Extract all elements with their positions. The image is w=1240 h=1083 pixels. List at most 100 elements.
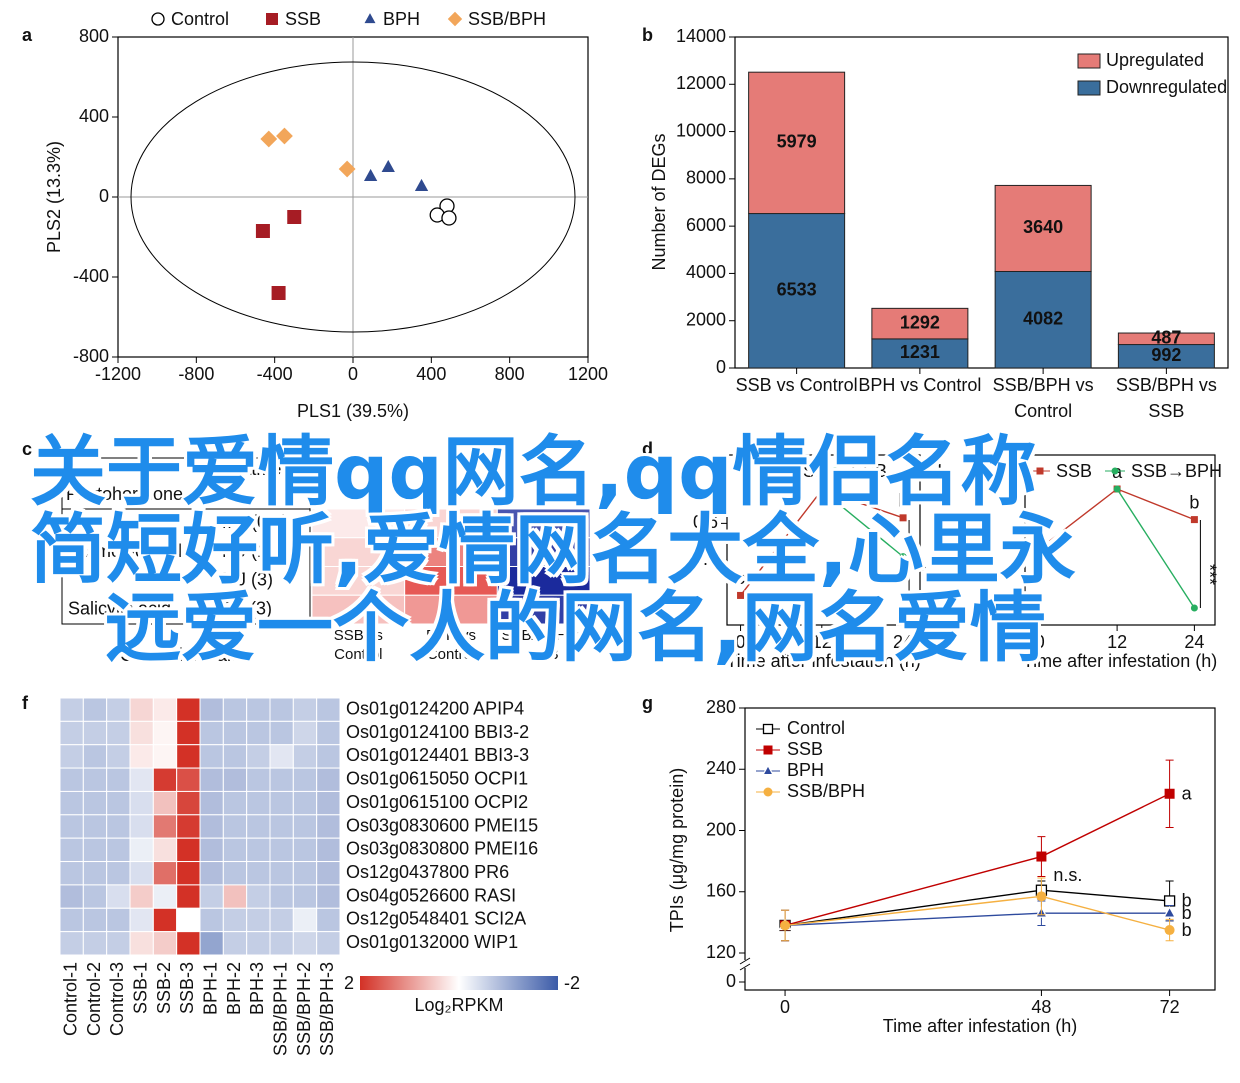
legend-marker — [151, 12, 165, 26]
colorbar — [360, 976, 558, 990]
heat-cell — [316, 861, 341, 886]
y-axis-label: TPIs (μg/mg protein) — [667, 768, 687, 932]
heat-cell — [59, 767, 84, 792]
heat-cell — [222, 837, 248, 863]
y-tick-label: 120 — [706, 942, 736, 962]
heat-cell — [246, 907, 271, 933]
overlay-text: 远爱一个人的网名,网名爱情 — [105, 583, 1046, 672]
point — [271, 286, 286, 300]
x-tick-label: SSB/BPH vs Control — [992, 375, 1094, 421]
row-label: Os12g0548401 SCI2A — [346, 909, 526, 929]
y-tick-label: 6000 — [686, 215, 726, 235]
row-label: Os04g0526600 RASI — [346, 885, 516, 905]
heat-cell — [246, 697, 271, 722]
x-tick-label: 12 — [812, 632, 832, 652]
heat-cell — [106, 861, 131, 886]
axis-break — [739, 957, 751, 965]
legend-label: Control — [787, 718, 845, 738]
value-label: 4082 — [1023, 308, 1063, 328]
heat-cell — [129, 790, 154, 816]
letter-label: b — [1189, 492, 1199, 512]
x-tick-label: -400 — [257, 364, 293, 384]
heat-cell — [222, 814, 248, 839]
legend-marker — [762, 723, 774, 735]
heat-cell — [59, 907, 84, 933]
heat-cell — [59, 814, 84, 839]
heat-cell — [59, 837, 84, 863]
letter-label: b — [1182, 920, 1192, 940]
point — [1164, 788, 1175, 799]
heat-cell — [222, 720, 248, 746]
heat-cell — [129, 814, 154, 839]
heat-cell — [316, 697, 341, 722]
y-tick-label: 0 — [726, 971, 736, 991]
heat-cell — [246, 861, 271, 886]
point — [780, 920, 791, 931]
y-tick-label: 400 — [79, 106, 109, 126]
row-label: MJ (0.5) — [222, 512, 288, 532]
legend-label: BPH — [383, 9, 420, 29]
heat-cell — [222, 931, 248, 956]
row-label: Os03g0830800 PMEI16 — [346, 839, 538, 859]
legend-marker — [266, 13, 278, 25]
heat-cell — [152, 931, 178, 956]
y-tick-label: 14000 — [676, 26, 726, 46]
colorbar-title: Log₂RPKM — [414, 995, 503, 1015]
point — [1036, 891, 1047, 902]
x-tick-label: BPH vs Control — [858, 375, 982, 395]
heat-cell — [316, 931, 341, 956]
heat-cell — [311, 537, 406, 567]
heat-cell — [269, 697, 294, 722]
y-tick-label: 12000 — [676, 73, 726, 93]
point — [255, 224, 270, 238]
x-axis-label: Time after infestation (h) — [1023, 651, 1217, 671]
x-tick-label: 0 — [780, 997, 790, 1017]
heat-cell — [246, 814, 271, 839]
annotation: n.s. — [1053, 865, 1082, 885]
y-axis-label: PLS2 (13.3%) — [44, 141, 64, 253]
legend-label: Downregulated — [1106, 77, 1227, 97]
heat-cell — [222, 744, 248, 769]
series-line — [1116, 488, 1195, 609]
column-label: BPH-2 — [224, 962, 244, 1015]
row-header: Phytohormone — [66, 484, 183, 504]
point — [338, 160, 356, 178]
point — [737, 591, 745, 599]
heat-cell — [176, 837, 201, 863]
heat-cell — [106, 931, 131, 956]
value-label: 487 — [1151, 328, 1181, 348]
confidence-ellipse — [130, 61, 576, 333]
heat-cell — [82, 767, 108, 792]
heat-cell — [316, 907, 341, 933]
heat-cell — [129, 697, 154, 722]
row-label: MJ (1) — [222, 541, 273, 561]
legend-label: Control — [171, 9, 229, 29]
heat-cell — [246, 744, 271, 769]
heat-cell — [316, 767, 341, 792]
heat-cell — [176, 861, 201, 886]
point — [1190, 516, 1198, 524]
y-tick-label: 8000 — [686, 168, 726, 188]
heat-cell — [316, 790, 341, 816]
heat-cell — [129, 837, 154, 863]
legend-swatch — [1077, 80, 1101, 96]
x-tick-label: 0 — [736, 632, 746, 652]
heat-cell — [246, 884, 271, 909]
heat-cell — [176, 907, 201, 933]
heat-cell — [129, 884, 154, 909]
legend-label: SSB/BPH — [468, 9, 546, 29]
heat-cell — [152, 720, 178, 746]
heat-cell — [152, 767, 178, 792]
legend-marker — [1111, 467, 1119, 475]
heat-cell — [311, 508, 406, 539]
y-tick-label: 4000 — [686, 262, 726, 282]
legend-label: SSB/BPH — [787, 781, 865, 801]
legend-label: BPH — [787, 760, 824, 780]
x-tick-label: 72 — [1160, 997, 1180, 1017]
point — [412, 176, 431, 193]
legend-label: SSB — [787, 739, 823, 759]
row-label: Os12g0437800 PR6 — [346, 862, 509, 882]
panel-label: g — [642, 693, 653, 713]
heat-cell — [316, 884, 341, 909]
heat-cell — [152, 814, 178, 839]
